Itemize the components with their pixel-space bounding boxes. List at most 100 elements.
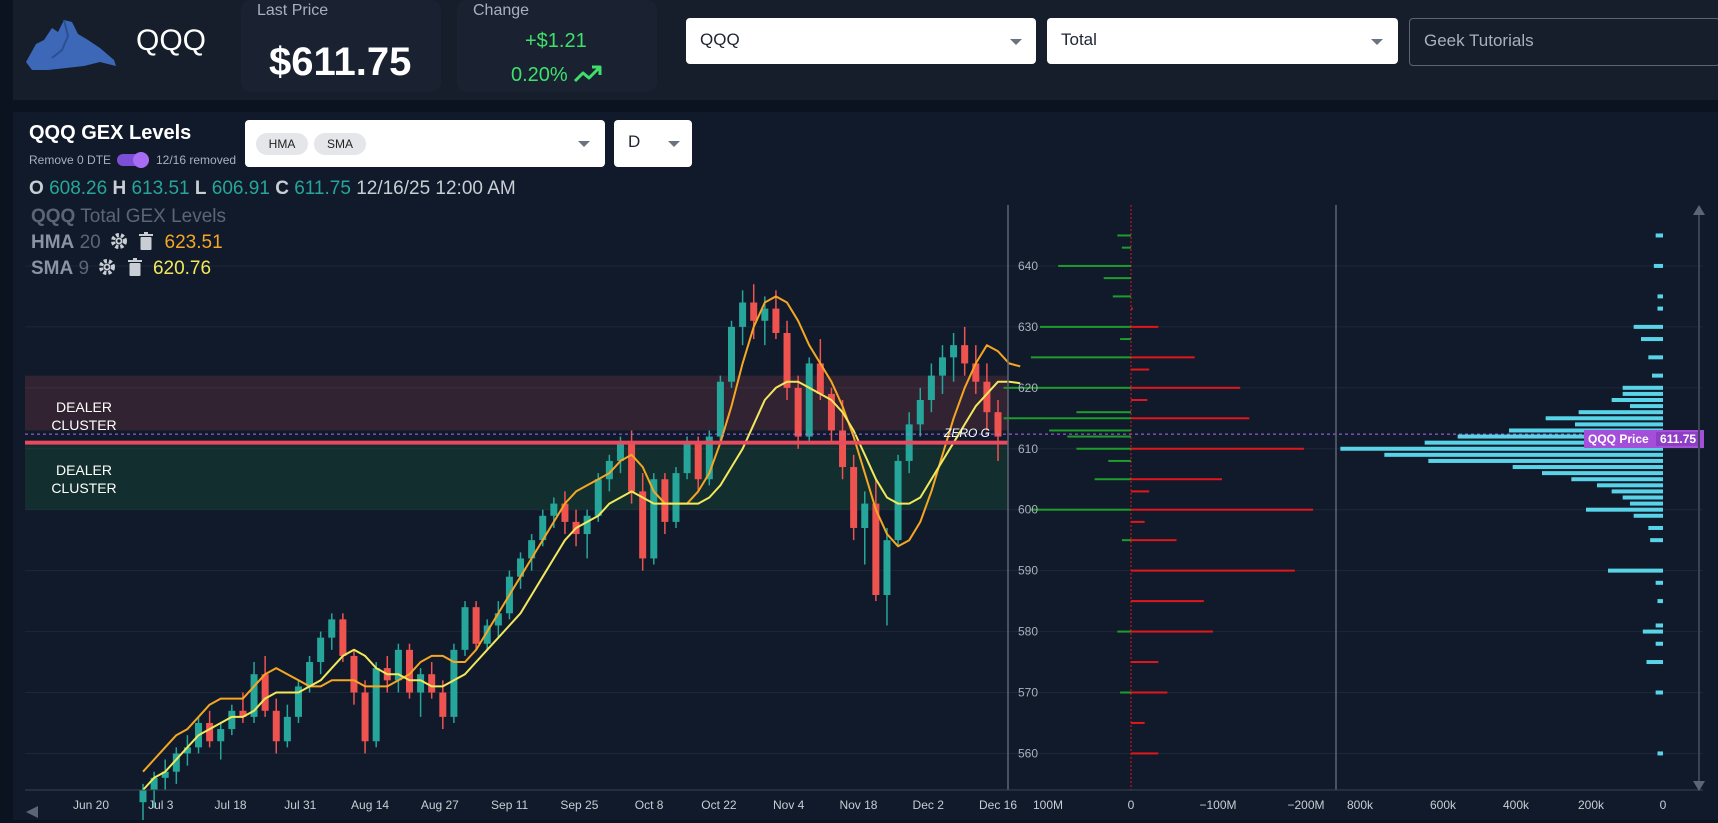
oi-x-tick-label: 200k — [1578, 798, 1605, 812]
legend-hma-length: 20 — [79, 232, 101, 253]
candle-body — [972, 363, 980, 382]
gex-type-select[interactable]: Total — [1047, 18, 1398, 64]
gex-bar — [1131, 478, 1222, 481]
gex-bar — [1030, 356, 1131, 359]
chevron-down-icon — [1371, 39, 1383, 45]
oi-bar — [1633, 324, 1663, 329]
gex-chart[interactable]: 640 630 620 610 600 590 580 570 560 Jun 20 Jul 3 Ju… — [13, 205, 1718, 820]
indicator-chip-hma[interactable]: HMA — [256, 133, 308, 155]
dealer-cluster-label-line2: CLUSTER — [51, 480, 117, 496]
oi-bar — [1611, 398, 1663, 402]
candle-body — [183, 747, 191, 754]
dealer-cluster-label-lower: DEALER CLUSTER — [44, 461, 124, 497]
gex-bar — [1131, 661, 1159, 664]
ohlc-close: 611.75 — [294, 178, 351, 199]
candle-body — [705, 436, 713, 480]
candle-body — [450, 649, 458, 717]
gear-icon[interactable] — [98, 258, 116, 276]
legend-hma-value: 623.51 — [164, 232, 223, 253]
candle-body — [405, 649, 413, 693]
candle-body — [672, 473, 680, 522]
gex-bar — [1003, 417, 1131, 420]
gex-bar — [1131, 447, 1304, 450]
oi-bar — [1657, 599, 1663, 604]
ohlc-high-label: H — [112, 178, 127, 199]
ticker-logo — [22, 10, 120, 72]
candle-body — [827, 393, 835, 431]
chevron-down-icon — [578, 141, 590, 147]
oi-bar — [1622, 385, 1663, 390]
change-label: Change — [473, 2, 530, 19]
y-tick-label: 640 — [1018, 259, 1038, 273]
gex-bar — [1076, 447, 1131, 450]
oi-bar — [1545, 416, 1663, 421]
oi-bar — [1646, 660, 1663, 665]
gex-bar — [1131, 356, 1195, 359]
oi-bar — [1642, 629, 1663, 634]
interval-select[interactable]: D — [614, 120, 692, 167]
zero-gamma-label: ZERO G — [944, 426, 991, 440]
candle-body — [594, 479, 602, 516]
candle-body — [683, 442, 691, 474]
x-tick-label: Oct 8 — [635, 798, 664, 812]
oi-bar — [1655, 690, 1663, 695]
gex-bar — [1120, 338, 1131, 341]
price-tag-label: QQQ Price — [1588, 432, 1649, 446]
trash-icon[interactable] — [139, 232, 154, 250]
horizontal-scroll-left[interactable] — [26, 805, 44, 818]
candle-body — [228, 710, 236, 730]
change-amount: +$1.21 — [525, 30, 587, 52]
candle-body — [350, 655, 358, 693]
trash-icon[interactable] — [127, 258, 142, 276]
candle-body — [394, 649, 402, 681]
y-tick-label: 560 — [1018, 746, 1038, 760]
candle-body — [317, 637, 325, 663]
y-tick-label: 610 — [1018, 442, 1038, 456]
oi-bar — [1586, 507, 1663, 512]
last-price-card: Last Price $611.75 — [241, 0, 441, 92]
oi-bar — [1652, 373, 1663, 378]
remove-0dte-status: 12/16 removed — [156, 153, 237, 167]
zero-gamma-line — [25, 440, 1008, 445]
candle-body — [250, 674, 258, 717]
candle-body — [872, 503, 880, 595]
gex-bar — [1131, 600, 1204, 603]
x-tick-label: Jul 18 — [215, 798, 247, 812]
oi-bar — [1657, 306, 1663, 311]
candle-body — [172, 753, 180, 772]
ohlc-open-label: O — [29, 178, 44, 199]
vertical-scrollbar[interactable] — [1693, 205, 1705, 791]
candle-body — [517, 558, 525, 577]
symbol-select[interactable]: QQQ — [686, 18, 1036, 64]
gex-bar — [1094, 478, 1131, 481]
indicator-select[interactable]: HMA SMA — [245, 120, 605, 167]
header-ticker: QQQ — [136, 24, 207, 57]
source-select[interactable]: Geek Tutorials — [1409, 18, 1718, 66]
candle-body — [816, 363, 824, 394]
remove-0dte-toggle[interactable] — [117, 152, 149, 168]
gex-bar — [1076, 411, 1131, 414]
chart-legend: QQQ Total GEX Levels HMA 20 623.51 SMA 9… — [31, 204, 226, 282]
gex-bar — [1003, 386, 1131, 389]
candle-body — [361, 692, 369, 742]
gex-bar — [1058, 264, 1131, 267]
candle-body — [550, 503, 558, 516]
gex-bar — [1131, 508, 1313, 511]
dealer-cluster-label-line1: DEALER — [55, 399, 113, 415]
gear-icon[interactable] — [110, 232, 128, 250]
oi-bar — [1512, 465, 1663, 470]
ohlc-low-label: L — [194, 178, 207, 199]
y-tick-label: 570 — [1018, 686, 1038, 700]
candle-body — [494, 613, 502, 626]
candle-body — [372, 668, 380, 742]
gex-bar — [1121, 246, 1131, 249]
candle-body — [583, 515, 591, 535]
oi-bar — [1655, 233, 1663, 238]
indicator-chip-sma[interactable]: SMA — [314, 133, 366, 155]
candle-body — [938, 357, 946, 376]
gex-bar — [1131, 399, 1148, 401]
interval-select-value: D — [628, 132, 641, 151]
panel-title: QQQ GEX Levels — [29, 122, 192, 144]
candle-body — [927, 375, 935, 400]
x-tick-label: Nov 18 — [839, 798, 877, 812]
